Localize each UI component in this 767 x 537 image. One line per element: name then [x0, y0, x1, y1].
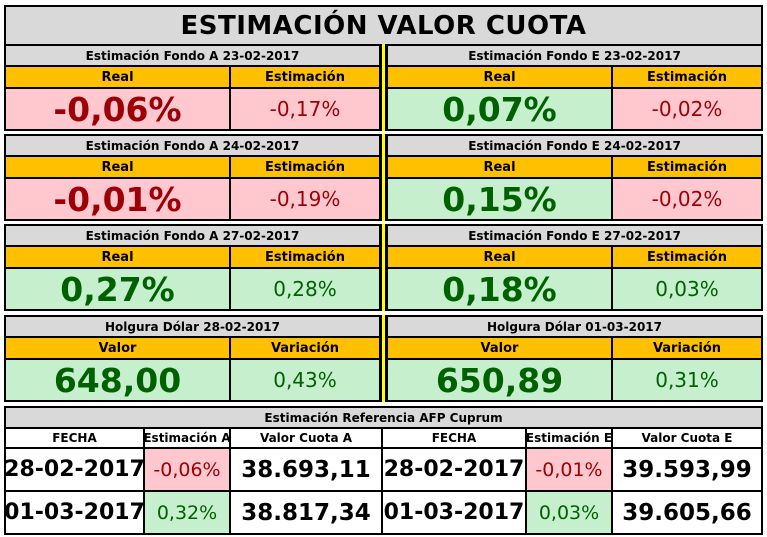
column-header-real: Real — [4, 155, 231, 179]
estimacion-e-header: Estimación E — [525, 427, 613, 449]
column-header-valor: Valor — [4, 336, 231, 360]
block-header: Estimación Fondo E 23-02-2017 — [386, 44, 763, 67]
estimacion-a-cell: 0,32% — [143, 490, 231, 535]
fecha-e-header: FECHA — [381, 427, 527, 449]
valor-cuota-e-cell: 39.593,99 — [611, 447, 763, 492]
column-header-real: Real — [386, 65, 613, 89]
real-value: 0,27% — [4, 267, 231, 311]
estimacion-e-cell: -0,01% — [525, 447, 613, 492]
estimacion-a-header: Estimación A — [143, 427, 231, 449]
real-value: 0,15% — [386, 177, 613, 221]
estimacion-a-cell: -0,06% — [143, 447, 231, 492]
estimacion-e-cell: 0,03% — [525, 490, 613, 535]
fecha-a-cell: 28-02-2017 — [4, 447, 145, 492]
real-value: 0,07% — [386, 87, 613, 131]
column-header-estimacion: Estimación — [611, 155, 763, 179]
block-header: Estimación Fondo A 23-02-2017 — [4, 44, 381, 67]
column-separator — [381, 224, 386, 311]
real-value: -0,06% — [4, 87, 231, 131]
estimacion-value: 0,03% — [611, 267, 763, 311]
estimacion-value: -0,02% — [611, 177, 763, 221]
valor-value: 650,89 — [386, 358, 613, 402]
variacion-value: 0,31% — [611, 358, 763, 402]
column-header-estimacion: Estimación — [229, 245, 381, 269]
fecha-a-header: FECHA — [4, 427, 145, 449]
real-value: -0,01% — [4, 177, 231, 221]
estimacion-value: -0,17% — [229, 87, 381, 131]
column-header-variacion: Variación — [229, 336, 381, 360]
block-header: Estimación Fondo A 24-02-2017 — [4, 134, 381, 157]
column-separator — [381, 134, 386, 221]
estimacion-value: 0,28% — [229, 267, 381, 311]
column-separator — [381, 44, 386, 131]
column-header-estimacion: Estimación — [229, 155, 381, 179]
column-header-real: Real — [386, 245, 613, 269]
estimacion-value: -0,02% — [611, 87, 763, 131]
column-header-real: Real — [4, 245, 231, 269]
column-separator — [381, 315, 386, 402]
valor-cuota-a-cell: 38.693,11 — [229, 447, 383, 492]
block-header: Estimación Fondo A 27-02-2017 — [4, 224, 381, 247]
column-header-estimacion: Estimación — [229, 65, 381, 89]
valor-cuota-e-header: Valor Cuota E — [611, 427, 763, 449]
block-header: Estimación Fondo E 27-02-2017 — [386, 224, 763, 247]
column-header-valor: Valor — [386, 336, 613, 360]
reference-header: Estimación Referencia AFP Cuprum — [4, 406, 763, 429]
column-header-estimacion: Estimación — [611, 65, 763, 89]
valor-cuota-e-cell: 39.605,66 — [611, 490, 763, 535]
block-header: Estimación Fondo E 24-02-2017 — [386, 134, 763, 157]
valor-value: 648,00 — [4, 358, 231, 402]
column-header-real: Real — [4, 65, 231, 89]
fecha-e-cell: 28-02-2017 — [381, 447, 527, 492]
column-header-estimacion: Estimación — [611, 245, 763, 269]
block-header: Holgura Dólar 28-02-2017 — [4, 315, 381, 338]
column-header-real: Real — [386, 155, 613, 179]
fecha-a-cell: 01-03-2017 — [4, 490, 145, 535]
valor-cuota-a-cell: 38.817,34 — [229, 490, 383, 535]
valor-cuota-a-header: Valor Cuota A — [229, 427, 383, 449]
variacion-value: 0,43% — [229, 358, 381, 402]
fecha-e-cell: 01-03-2017 — [381, 490, 527, 535]
estimacion-value: -0,19% — [229, 177, 381, 221]
page-title: ESTIMACIÓN VALOR CUOTA — [4, 5, 763, 46]
column-header-variacion: Variación — [611, 336, 763, 360]
real-value: 0,18% — [386, 267, 613, 311]
block-header: Holgura Dólar 01-03-2017 — [386, 315, 763, 338]
